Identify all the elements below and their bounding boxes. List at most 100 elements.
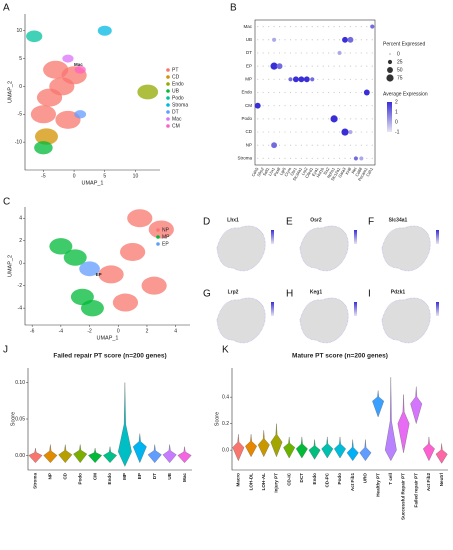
x-category-label: Krt8 (344, 166, 352, 176)
grid-dot (344, 105, 346, 107)
grid-dot (317, 91, 319, 94)
x-category-label: NP (48, 473, 53, 479)
cluster-blob (34, 128, 58, 145)
grid-dot (268, 65, 270, 67)
legend-label: NP (162, 227, 170, 233)
grid-dot (322, 91, 324, 94)
grid-dot (366, 78, 368, 80)
legend-label: PT (172, 67, 178, 73)
legend-marker (166, 96, 170, 100)
color-legend-label: 0 (395, 119, 398, 125)
grid-dot (344, 65, 346, 67)
legend-label: Mac (172, 116, 182, 122)
y-axis-label: UMAP_2 (7, 255, 13, 277)
cluster-blob (120, 242, 146, 261)
x-category-label: Six2 (322, 166, 331, 176)
panel-letter: E (286, 217, 293, 228)
grid-dot (257, 131, 259, 133)
grid-dot (278, 131, 281, 133)
chart-title: Mature PT score (n=200 genes) (292, 353, 388, 360)
expression-dot (363, 89, 370, 96)
grid-dot (278, 105, 281, 107)
expression-dot (348, 129, 353, 135)
grid-dot (278, 157, 281, 160)
y-tick-label: 0 (19, 84, 22, 90)
grid-dot (268, 105, 270, 107)
feature-title: Keg1 (310, 289, 322, 295)
grid-dot (257, 91, 259, 94)
grid-dot (295, 118, 297, 120)
x-category-label: UB (167, 472, 172, 479)
grid-dot (317, 25, 319, 28)
grid-dot (262, 78, 264, 80)
grid-dot (355, 39, 357, 41)
cluster-blob (127, 209, 153, 228)
grid-dot (366, 131, 368, 133)
grid-dot (344, 25, 346, 28)
expression-dot (298, 76, 305, 83)
x-category-label: Cdh1 (365, 166, 374, 177)
expression-dot (359, 156, 364, 161)
grid-dot (284, 118, 286, 120)
size-legend-label: 0 (397, 51, 400, 57)
x-category-label: Act Fib2 (426, 473, 431, 492)
grid-dot (295, 105, 297, 107)
x-category-label: Endo (312, 473, 317, 485)
y-category-label: Podo (241, 116, 252, 121)
panel-letter: J (3, 345, 8, 356)
x-tick-label: -4 (59, 328, 64, 334)
cluster-blob (63, 249, 87, 266)
grid-dot (322, 157, 324, 160)
x-category-label: DCT (299, 473, 304, 483)
y-category-label: Stroma (237, 156, 252, 161)
x-category-label: Sfrp2 (256, 166, 265, 177)
panel-letter: G (203, 289, 211, 300)
grid-dot (284, 105, 286, 107)
grid-dot (366, 157, 368, 160)
grid-dot (317, 157, 319, 160)
grid-dot (257, 52, 259, 54)
x-category-label: LOH-AL (261, 473, 266, 491)
violin (270, 423, 283, 458)
grid-dot (360, 105, 362, 107)
grid-dot (371, 39, 373, 41)
grid-dot (344, 78, 346, 80)
x-category-label: Mac (182, 473, 187, 482)
grid-dot (300, 65, 302, 67)
size-legend-label: 25 (397, 59, 403, 65)
expression-dot (272, 37, 277, 42)
cluster-blob (26, 30, 43, 43)
violin (103, 446, 117, 463)
grid-dot (306, 131, 308, 133)
violin (423, 436, 435, 462)
grid-dot (371, 157, 373, 160)
grid-dot (273, 131, 275, 133)
grid-dot (257, 39, 259, 41)
x-category-label: Hnf1b (315, 166, 325, 178)
grid-dot (284, 65, 286, 67)
legend-marker (166, 82, 170, 86)
feature-umap (299, 297, 349, 344)
grid-dot (273, 91, 275, 94)
grid-dot (262, 25, 264, 28)
grid-dot (328, 144, 330, 146)
y-axis-label: Score (10, 412, 16, 426)
grid-dot (366, 105, 368, 107)
grid-dot (278, 144, 281, 146)
grid-dot (328, 52, 330, 54)
grid-dot (306, 144, 308, 146)
legend-marker (166, 117, 170, 121)
expression-dot (353, 156, 358, 161)
grid-dot (262, 131, 264, 133)
cluster-blob (79, 261, 100, 277)
panel-letter: C (3, 197, 10, 208)
axis-lines (24, 14, 160, 171)
legend-marker (166, 124, 170, 128)
grid-dot (328, 65, 330, 67)
grid-dot (273, 25, 275, 28)
grid-dot (371, 118, 373, 120)
y-tick-label: 0.4 (222, 394, 229, 400)
violin (334, 436, 346, 459)
grid-dot (262, 91, 264, 94)
grid-dot (306, 65, 308, 67)
